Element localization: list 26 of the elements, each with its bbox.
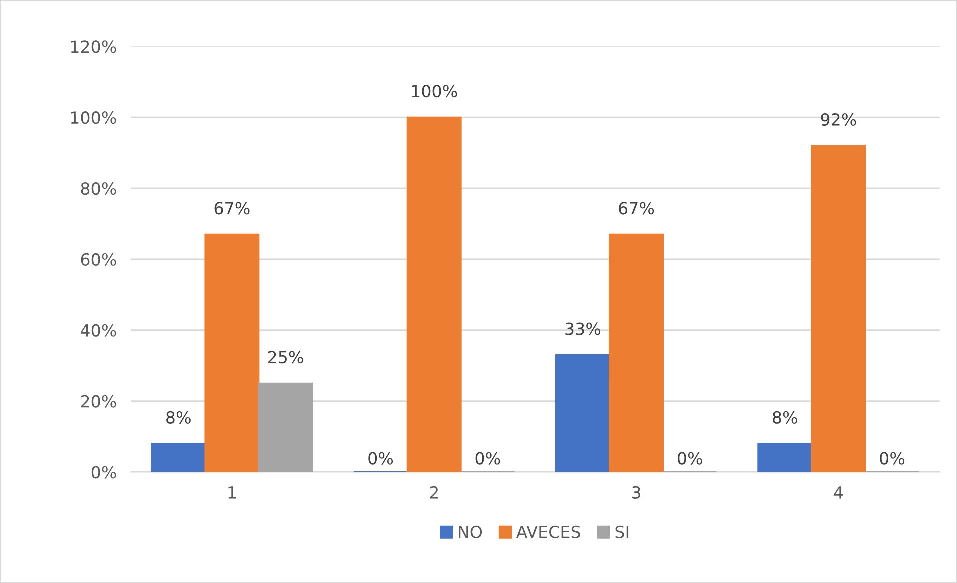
- data-label: 67%: [214, 202, 250, 215]
- legend-label: AVECES: [516, 526, 580, 538]
- data-label: 25%: [268, 351, 304, 364]
- x-tick-label: 4: [834, 486, 844, 499]
- y-tick-label: 80%: [81, 182, 116, 196]
- y-tick-label: 120%: [71, 40, 116, 54]
- y-tick-label: 0%: [92, 466, 116, 479]
- legend-label: SI: [616, 526, 629, 538]
- data-label: 8%: [773, 411, 798, 424]
- data-label: 0%: [476, 452, 500, 465]
- data-label: 0%: [368, 452, 394, 465]
- y-tick-label: 100%: [71, 112, 116, 124]
- data-label: 0%: [880, 452, 905, 465]
- x-tick-label: 3: [632, 486, 640, 500]
- data-label: 0%: [678, 452, 702, 465]
- data-label: 100%: [412, 85, 458, 98]
- legend-label: NO: [459, 526, 482, 538]
- data-label: 33%: [566, 322, 601, 336]
- x-tick-label: 2: [430, 486, 438, 499]
- data-label: 67%: [619, 202, 654, 215]
- x-tick-label: 1: [228, 486, 236, 499]
- y-tick-label: 60%: [81, 253, 116, 266]
- y-tick-label: 40%: [80, 324, 116, 337]
- y-tick-label: 20%: [81, 395, 116, 408]
- data-label: 8%: [166, 411, 191, 424]
- data-label: 92%: [821, 113, 856, 126]
